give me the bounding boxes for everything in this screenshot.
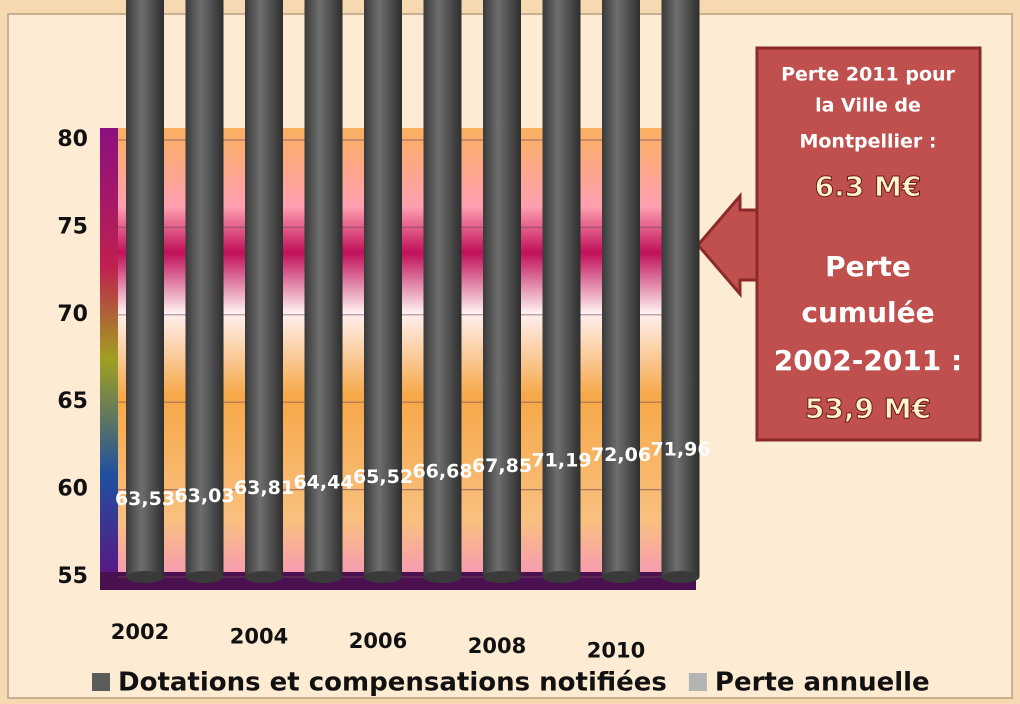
bar-segment — [364, 0, 402, 577]
bar-bottom — [602, 571, 640, 583]
legend-swatch — [92, 673, 110, 691]
x-tick-label: 2008 — [468, 634, 526, 658]
annotation-text: 6.3 M€ — [815, 170, 922, 203]
value-label: 63,81 — [234, 477, 294, 499]
bar-segment — [661, 0, 700, 578]
x-tick-label: 2006 — [349, 629, 407, 653]
bar-segment — [304, 0, 343, 578]
annotation-text: Montpellier : — [799, 131, 936, 153]
y-tick-label: 75 — [57, 214, 88, 239]
y-tick-label: 55 — [57, 564, 88, 589]
bar-bottom — [245, 571, 283, 583]
value-label: 71,19 — [531, 450, 591, 472]
y-tick-label: 60 — [57, 477, 88, 502]
side-wall — [100, 128, 118, 590]
x-tick-label: 2004 — [230, 625, 288, 649]
y-tick-label: 65 — [57, 389, 88, 414]
annotation-text: Perte 2011 pour — [781, 64, 955, 86]
bar-bottom — [542, 571, 581, 583]
legend-label: Perte annuelle — [715, 668, 930, 698]
annotation-text: 2002-2011 : — [774, 344, 962, 377]
bar-segment — [185, 0, 224, 577]
value-label: 72,06 — [591, 444, 651, 466]
annotation-text: cumulée — [801, 296, 934, 329]
y-tick-label: 80 — [57, 127, 88, 152]
bar-bottom — [483, 571, 521, 583]
bar-bottom — [364, 571, 402, 583]
value-label: 67,85 — [472, 455, 532, 477]
value-label: 64,44 — [293, 472, 353, 494]
y-tick-label: 70 — [57, 302, 88, 327]
bar-bottom — [126, 571, 164, 583]
bar-segment — [245, 0, 283, 577]
bar-segment — [483, 0, 521, 577]
bar-bottom — [661, 571, 700, 583]
bar-bottom — [423, 571, 462, 583]
annotation: Perte 2011 pour la Ville de Montpellier : 6… — [696, 46, 982, 442]
x-tick-label: 2002 — [111, 620, 169, 644]
value-label: 66,68 — [412, 461, 472, 483]
legend-swatch — [688, 673, 707, 691]
bar-segment — [423, 0, 462, 577]
legend-label: Dotations et compensations notifiées — [118, 668, 667, 698]
bar-segment — [602, 0, 640, 577]
value-label: 71,96 — [650, 439, 710, 461]
value-label: 63,53 — [115, 488, 175, 510]
x-tick-label: 2010 — [587, 638, 645, 662]
bar-segment — [542, 0, 581, 578]
value-label: 63,03 — [174, 485, 234, 507]
bar-bottom — [185, 571, 224, 583]
annotation-text: la Ville de — [815, 95, 921, 117]
bar-bottom — [304, 571, 343, 583]
value-label: 65,52 — [353, 466, 413, 488]
annotation-text: 53,9 M€ — [805, 392, 931, 425]
bar-segment — [126, 0, 164, 577]
annotation-text: Perte — [825, 250, 911, 283]
